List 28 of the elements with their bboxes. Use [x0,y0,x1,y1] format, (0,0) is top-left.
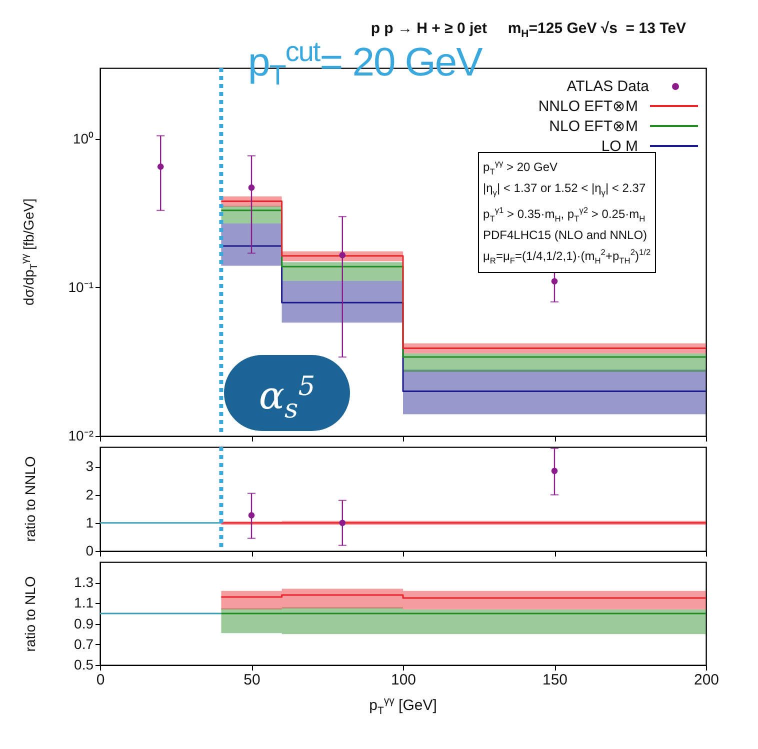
x-tick-label: 100 [390,671,416,688]
y-tick-label: 10⁻¹ [68,278,94,295]
text-box: p$_{T}$$^{γγ}$ > 20 GeV |η$_{γ}$| < 1.37 or 1.52 < |η$_{γ}$| < 2.37 p$_{T}$$^{γ1}$ > 0.35·m$_{H}$, p$_{T}$$^{γ2}$ > 0.25·m$_{H}$ PDF4LHC15 (NLO and NNLO) μ$_{R}$=μ$_{F}$=(1/4,1/2,1)·(m$_{H}$$^{2}$+p$_{TH}$$^{2}$)$^{1/2}$ [478,152,656,273]
y-tick-label: 0.7 [74,636,94,652]
x-tick-label: 150 [542,671,568,688]
y-tick-label: 3 [85,458,94,474]
y-tick-label: 1 [85,514,94,530]
chart-title: p p → H + ≥ 0 jet m$_{H}$=125 GeV √s = 13 TeV [370,20,686,40]
annotation: PDF4LHC15 (NLO and NNLO) [483,227,648,244]
annotation: p$_{T}$$^{γγ}$ > 20 GeV [483,157,559,178]
legend-label: ATLAS Data [566,78,649,94]
y-tick-label: 10⁰ [72,130,94,146]
y-axis-title: ratio to NNLO [22,456,38,542]
legend-label: LO M [601,138,638,154]
y-tick-label: 1.3 [74,574,94,590]
legend-label: NLO EFT⊗M [549,117,638,135]
y-axis-title: ratio to NLO [22,576,38,652]
y-tick-label: 0.5 [74,656,94,672]
y-tick-label: 10⁻² [68,427,94,444]
x-tick-label: 200 [694,671,719,688]
annotation: |η$_{γ}$| < 1.37 or 1.52 < |η$_{γ}$| < 2.37 [483,180,647,200]
legend-label: NNLO EFT⊗M [538,97,638,115]
y-tick-label: 2 [85,486,94,502]
y-tick-label: 0 [85,542,94,558]
x-tick-label: 50 [243,671,260,688]
y-tick-label: 0.9 [74,614,94,631]
x-axis-title: p$_{T}$$^{γγ}$ [GeV] [369,695,437,717]
y-tick-label: 1.1 [74,594,94,610]
